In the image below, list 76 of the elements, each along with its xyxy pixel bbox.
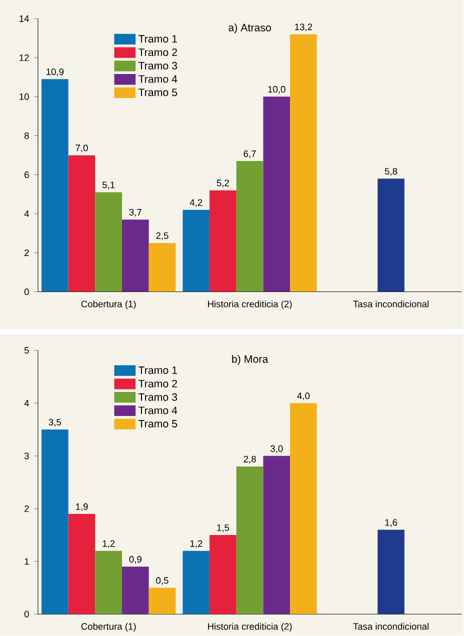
data-label: 1,2: [190, 540, 202, 548]
bar: [182, 550, 210, 614]
bar: [263, 96, 290, 292]
data-label: 1,2: [102, 540, 115, 548]
bar: [95, 550, 122, 614]
legend-label: Tramo 5: [138, 88, 178, 96]
y-tick-label: 1: [24, 558, 29, 565]
y-tick-label: 5: [24, 347, 30, 354]
y-tick-label: 2: [24, 505, 29, 512]
legend-label: Tramo 2: [138, 48, 178, 56]
data-label: 1,9: [76, 503, 88, 511]
data-label: 2,5: [156, 232, 169, 240]
x-tick-label: Cobertura (1): [82, 300, 136, 310]
legend-label: Tramo 4: [138, 406, 178, 414]
bar: [122, 566, 150, 614]
data-label: 5,2: [217, 180, 230, 188]
legend-label: Tramo 4: [138, 75, 178, 83]
bar: [263, 456, 290, 614]
y-tick-label: 14: [20, 15, 30, 22]
bar: [42, 79, 69, 292]
bar: [149, 588, 176, 614]
bar: [42, 430, 69, 614]
bar: [210, 535, 237, 614]
bar: [182, 210, 210, 292]
legend-label: Tramo 1: [138, 35, 178, 43]
x-tick-label: Cobertura (1): [82, 622, 136, 632]
legend-label: Tramo 5: [138, 420, 178, 428]
data-label: 0,5: [156, 577, 169, 585]
data-label: 10,0: [268, 86, 286, 94]
data-label: 4,2: [190, 199, 202, 207]
data-label: 2,8: [244, 456, 256, 464]
bar: [210, 190, 237, 292]
legend-label: Tramo 3: [138, 62, 178, 70]
bar: [236, 466, 264, 614]
y-tick-label: 2: [24, 249, 29, 256]
legend-label: Tramo 1: [138, 366, 178, 374]
y-tick-label: 0: [24, 288, 30, 296]
bar: [95, 192, 122, 292]
data-label: 13,2: [295, 24, 312, 32]
bar: [149, 242, 176, 292]
bar: [378, 530, 405, 614]
data-label: 4,0: [297, 392, 310, 400]
legend-label: Tramo 3: [138, 393, 178, 401]
data-label: 0,9: [129, 556, 142, 564]
data-label: 3,0: [270, 445, 283, 453]
y-tick-label: 0: [24, 610, 30, 618]
x-tick-label: Tasa incondicional: [353, 300, 429, 308]
bar: [290, 34, 318, 292]
data-label: 10,9: [46, 68, 64, 76]
y-tick-label: 3: [24, 452, 30, 460]
bar: [122, 220, 150, 292]
data-label: 6,7: [244, 150, 256, 158]
x-tick-label: Tasa incondicional: [353, 622, 429, 630]
x-tick-label: Historia crediticia (2): [208, 622, 292, 632]
data-label: 1,5: [217, 524, 230, 532]
bar: [68, 514, 96, 614]
y-tick-label: 10: [20, 93, 30, 100]
chart-title: a) Atraso: [228, 24, 272, 34]
bar: [378, 178, 405, 292]
y-tick-label: 12: [20, 54, 29, 61]
data-label: 5,8: [385, 168, 398, 176]
data-label: 5,1: [102, 182, 115, 190]
data-label: 3,7: [129, 208, 142, 217]
bar: [290, 403, 318, 614]
bar: [68, 155, 96, 292]
y-tick-label: 8: [24, 132, 30, 139]
y-tick-label: 6: [24, 171, 30, 178]
x-tick-label: Historia crediticia (2): [208, 300, 292, 310]
data-label: 7,0: [76, 144, 88, 152]
y-tick-label: 4: [24, 210, 30, 217]
legend-label: Tramo 2: [138, 380, 178, 388]
chart-title: b) Mora: [232, 354, 268, 365]
y-tick-label: 4: [24, 400, 30, 406]
data-label: 1,6: [385, 519, 398, 527]
bar: [236, 161, 264, 292]
data-label: 3,5: [48, 418, 62, 427]
